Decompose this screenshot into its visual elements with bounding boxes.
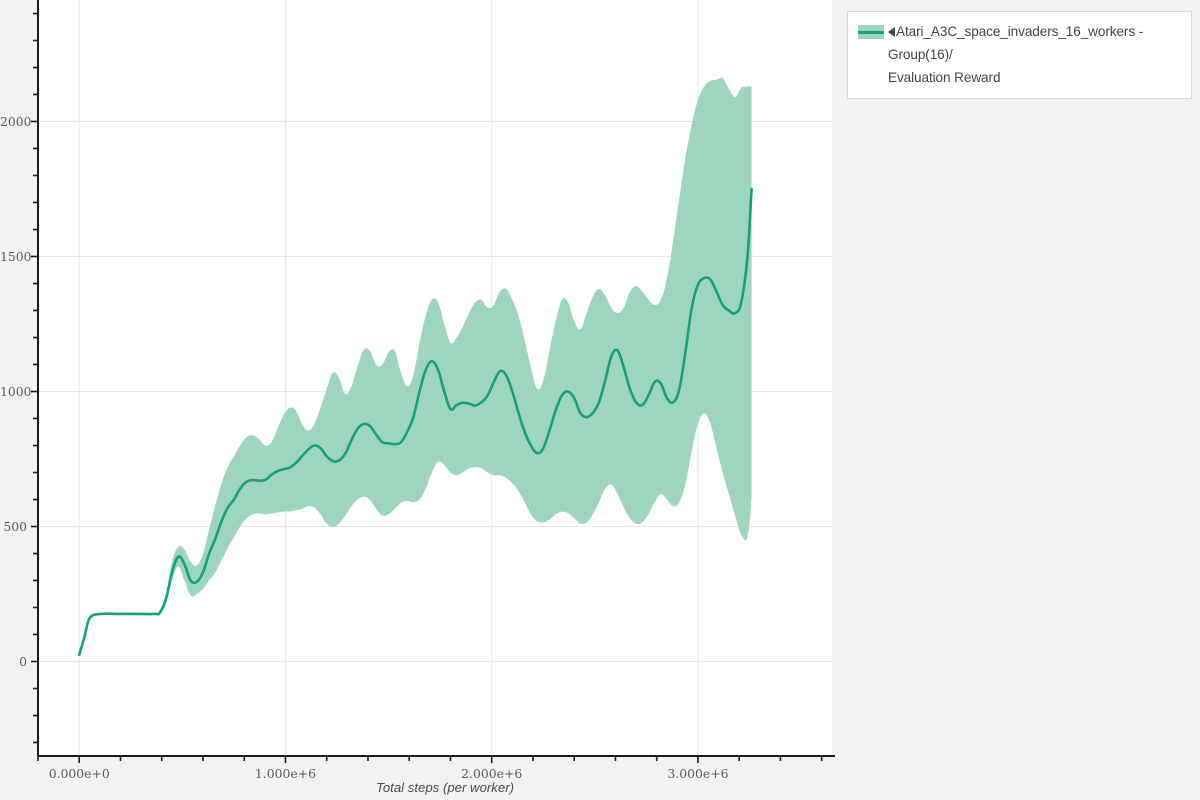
x-tick-label: 3.000e+6: [667, 766, 729, 781]
y-tick-label: 500: [3, 518, 27, 534]
confidence-band: [79, 77, 752, 655]
y-tick-label: 0: [19, 653, 27, 669]
y-tick-label: 1500: [0, 248, 32, 264]
x-tick-label: 0.000e+0: [48, 766, 110, 781]
chart-legend[interactable]: Atari_A3C_space_invaders_16_workers - Gr…: [847, 11, 1192, 99]
legend-series-name-line2: Evaluation Reward: [888, 70, 1001, 85]
legend-line-swatch: [858, 31, 884, 34]
y-tick-label: 1000: [0, 383, 32, 399]
axis-spines: [37, 0, 835, 757]
axis-ticks: [31, 12, 823, 763]
series-line: [77, 187, 753, 657]
legend-label[interactable]: Atari_A3C_space_invaders_16_workers - Gr…: [888, 20, 1183, 89]
legend-series-name-line1: Atari_A3C_space_invaders_16_workers - Gr…: [888, 24, 1144, 62]
x-axis-title: Total steps (per worker): [375, 780, 515, 795]
legend-color-swatch: [858, 21, 884, 43]
left-triangle-icon: [888, 27, 895, 37]
y-tick-label: 2000: [0, 113, 32, 129]
x-tick-label: 1.000e+6: [254, 766, 316, 781]
x-tick-label: 2.000e+6: [461, 766, 523, 781]
